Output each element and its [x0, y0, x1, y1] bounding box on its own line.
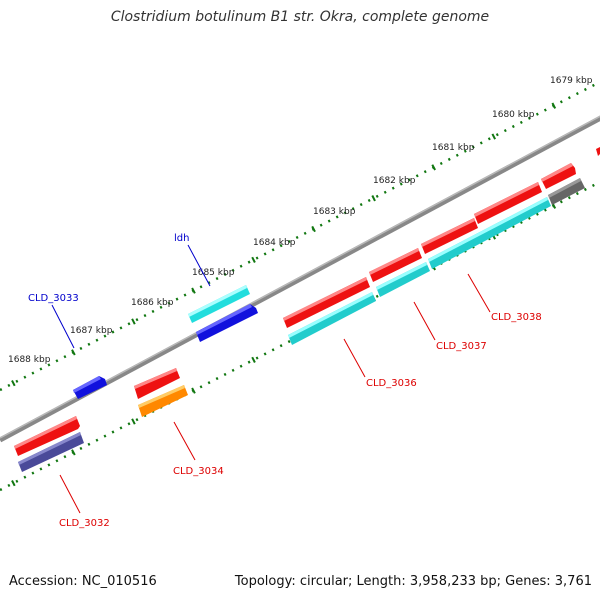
ruler-major-tick	[71, 449, 76, 456]
ruler-major-tick	[431, 164, 436, 171]
ruler-label-1685: 1685 kbp	[192, 268, 235, 278]
gene-cld3033-neighbor[interactable]	[196, 304, 258, 342]
label-cld3034[interactable]: CLD_3034	[173, 466, 224, 477]
ruler-major-tick	[191, 287, 196, 294]
ruler-label-1688: 1688 kbp	[8, 355, 51, 365]
gene-cld3037-red[interactable]	[369, 248, 422, 282]
gene-cld3036[interactable]	[288, 292, 376, 345]
connector-cld3036	[343, 338, 366, 378]
ruler-major-tick	[131, 418, 136, 425]
label-ldh[interactable]: ldh	[174, 233, 189, 244]
connector-cld3037	[413, 301, 436, 341]
gene-cld3034[interactable]	[138, 385, 188, 417]
gene-cld3034-red[interactable]	[134, 368, 180, 399]
label-cld3037[interactable]: CLD_3037	[436, 341, 487, 352]
gene-cld3038-red[interactable]	[421, 218, 478, 254]
ruler-label-1680: 1680 kbp	[492, 110, 535, 120]
gene-cld3033[interactable]	[73, 376, 107, 399]
connector-cld3034	[173, 421, 196, 461]
ruler-major-tick	[251, 356, 256, 363]
gene-cld3032[interactable]	[18, 432, 84, 472]
genome-summary-text: Topology: circular; Length: 3,958,233 bp…	[234, 574, 592, 589]
ruler-label-1682: 1682 kbp	[373, 176, 416, 186]
label-cld3032[interactable]: CLD_3032	[59, 518, 110, 529]
gene-ldh[interactable]	[188, 285, 250, 323]
ruler-major-tick	[371, 195, 376, 202]
gene-forward-top-right[interactable]	[596, 147, 600, 156]
gene-cld3038-red-2[interactable]	[474, 182, 542, 224]
connector-cld3038	[467, 273, 491, 313]
ruler-major-tick	[11, 380, 16, 387]
ruler-label-1681: 1681 kbp	[432, 143, 475, 153]
ruler-label-1684: 1684 kbp	[253, 238, 296, 248]
ruler-outer	[0, 80, 600, 392]
gene-cld3032-red[interactable]	[14, 416, 80, 456]
connector-cld3032	[59, 474, 81, 514]
gene-red-right[interactable]	[541, 163, 576, 189]
gene-gray-right[interactable]	[548, 178, 585, 205]
connector-cld3033	[51, 304, 75, 349]
ruler-major-tick	[131, 318, 136, 325]
accession-text: Accession: NC_010516	[9, 574, 157, 589]
label-cld3033[interactable]: CLD_3033	[28, 293, 79, 304]
ruler-major-tick	[251, 256, 256, 263]
ruler-label-1687: 1687 kbp	[70, 326, 113, 336]
ruler-major-tick	[191, 387, 196, 394]
connector-ldh	[187, 244, 211, 287]
gene-cld3038[interactable]	[428, 197, 551, 269]
ruler-label-1683: 1683 kbp	[313, 207, 356, 217]
ruler-major-tick	[71, 349, 76, 356]
genome-title: Clostridium botulinum B1 str. Okra, comp…	[110, 9, 490, 25]
ruler-major-tick	[11, 480, 16, 487]
ruler-label-1686: 1686 kbp	[131, 298, 174, 308]
gene-cld3036-red[interactable]	[283, 277, 370, 328]
ruler-ticks	[11, 102, 557, 487]
label-cld3038[interactable]: CLD_3038	[491, 312, 542, 323]
ruler-major-tick	[551, 102, 557, 109]
ruler-major-tick	[491, 133, 496, 140]
label-cld3036[interactable]: CLD_3036	[366, 378, 417, 389]
ruler-label-1679: 1679 kbp	[550, 76, 593, 86]
ruler-major-tick	[311, 225, 316, 233]
gene-cld3037[interactable]	[376, 262, 430, 297]
